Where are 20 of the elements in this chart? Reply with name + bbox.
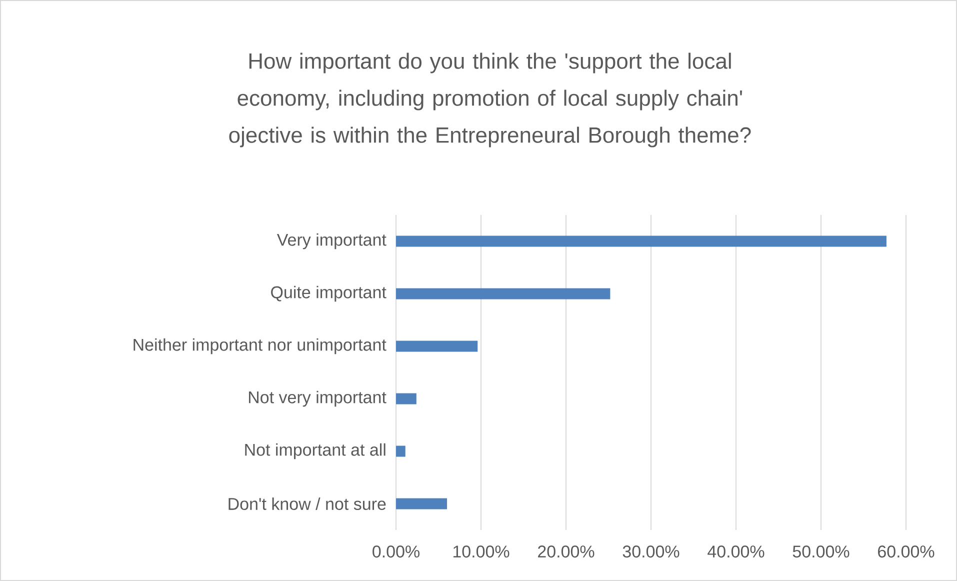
x-tick-label: 0.00% [372, 546, 420, 558]
bar [396, 340, 478, 352]
y-tick-label: Don't know / not sure [228, 498, 386, 510]
x-tick-label: 20.00% [538, 546, 594, 558]
x-tick-label: 30.00% [622, 546, 680, 558]
bar [396, 498, 448, 510]
x-tick-label: 10.00% [453, 546, 510, 558]
bar [396, 288, 610, 300]
bar [396, 446, 406, 457]
chart-title: How important do you think the 'support the local economy, including promotion of local supply chain' ojective is within the Entrepreneural Borough theme? [229, 52, 751, 148]
y-tick-label: Quite important [271, 286, 386, 302]
x-tick-label: 60.00% [878, 546, 934, 558]
y-tick-label: Neither important nor unimportant [134, 338, 386, 354]
y-tick-label: Not important at all [245, 443, 386, 460]
bar [396, 236, 886, 247]
y-tick-label: Very important [276, 233, 386, 250]
bar [396, 393, 416, 404]
x-tick-label: 50.00% [792, 546, 850, 558]
y-tick-label: Not very important [248, 390, 386, 407]
x-tick-label: 40.00% [708, 546, 764, 558]
